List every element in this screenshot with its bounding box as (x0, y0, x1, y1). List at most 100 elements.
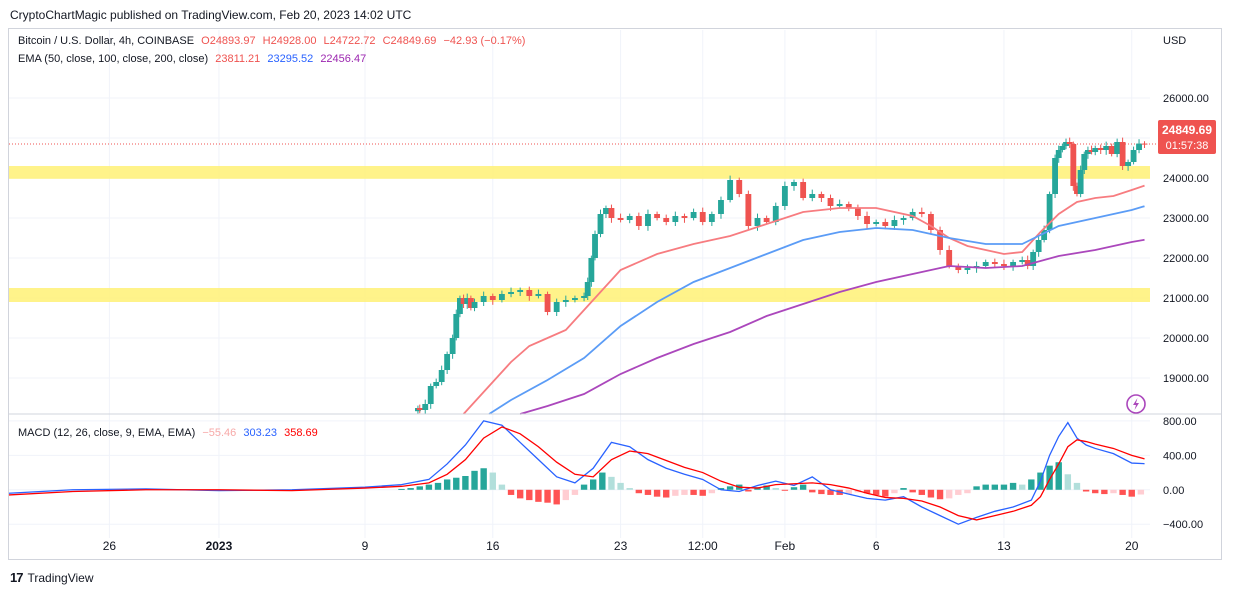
candle-body (433, 382, 440, 386)
macd-histogram-bar (644, 489, 652, 495)
candle-body (818, 194, 825, 198)
candle-body (854, 208, 861, 216)
candle-body (654, 214, 661, 218)
currency-label: USD (1163, 35, 1186, 47)
ohlc-open: O24893.97 (201, 35, 256, 47)
time-tick-label: 6 (873, 539, 880, 553)
macd-histogram-bar (1000, 484, 1008, 490)
ohlc-high: H24928.00 (262, 35, 317, 47)
footer-brand-label: TradingView (27, 570, 94, 585)
macd-hist-value: −55.46 (202, 427, 237, 439)
macd-histogram-bar (1064, 474, 1072, 490)
candle-body (572, 298, 578, 300)
candle-body (449, 338, 456, 354)
candle-body (603, 208, 609, 214)
macd-tick-label: 400.00 (1163, 450, 1197, 462)
macd-histogram-bar (480, 468, 487, 490)
time-axis: 26 2023 9 16 23 12:00 Feb 6 13 20 (103, 539, 1139, 553)
macd-histogram-bar (672, 489, 679, 496)
candle-body (517, 290, 524, 292)
candle-body (1063, 142, 1069, 146)
macd-histogram-bar (763, 485, 770, 490)
macd-histogram-bar (708, 489, 716, 494)
candle-body (900, 218, 907, 220)
candle-body (581, 296, 587, 298)
candle-body (708, 214, 715, 222)
candle-body (457, 298, 463, 314)
candle-body (480, 296, 487, 302)
candle-body (1077, 170, 1084, 194)
macd-histogram-bar (717, 488, 725, 490)
candle-body (645, 214, 651, 226)
macd-histogram-bar (1137, 489, 1145, 495)
macd-histogram-bar (900, 488, 907, 490)
time-tick-label: 13 (997, 539, 1011, 553)
chart-frame (8, 28, 1222, 560)
candle-body (873, 222, 880, 224)
candle-body (1108, 146, 1115, 154)
candle-body (508, 292, 514, 294)
footer-branding[interactable]: 17 TradingView (10, 570, 94, 585)
macd-histogram-bar (973, 486, 980, 490)
candle-body (836, 204, 843, 206)
candle-body (800, 182, 807, 198)
ema200-value: 22456.47 (320, 53, 367, 65)
price-axis: 19000.00 20000.00 21000.00 22000.00 23000.00… (1163, 93, 1209, 385)
candle-body (453, 314, 460, 338)
candle-body (827, 198, 834, 206)
candle-body (617, 218, 624, 220)
macd-histogram-bar (535, 489, 542, 502)
symbol-legend[interactable]: Bitcoin / U.S. Dollar, 4h, COINBASE O248… (18, 35, 529, 47)
candle-body (1125, 162, 1132, 166)
macd-line-value: 303.23 (243, 427, 278, 439)
publish-header: CryptoChartMagic published on TradingVie… (10, 8, 412, 22)
candle-body (444, 354, 451, 370)
macd-legend[interactable]: MACD (12, 26, close, 9, EMA, EMA) −55.46… (18, 427, 322, 439)
macd-histogram-bar (544, 489, 551, 503)
candle-body (991, 262, 998, 264)
macd-histogram-bar (818, 489, 825, 495)
candle-body (745, 194, 752, 226)
macd-histogram-bar (936, 489, 944, 500)
macd-histogram-bar (964, 489, 971, 494)
candle-body (553, 302, 560, 312)
macd-histogram-bar (1119, 489, 1126, 495)
candle-body (422, 404, 429, 410)
macd-histogram-bar (416, 486, 423, 490)
candle-body (1041, 230, 1048, 240)
candle-body (1019, 260, 1026, 262)
macd-indicator-label: MACD (12, 26, close, 9, EMA, EMA) (18, 427, 196, 439)
price-tick-label: 22000.00 (1163, 253, 1209, 265)
candle-body (918, 212, 925, 214)
candle-body (772, 206, 779, 222)
candle-body (1001, 264, 1007, 266)
macd-histogram-bar (799, 484, 807, 490)
macd-histogram-bar (599, 472, 606, 490)
time-tick-label: 23 (614, 539, 628, 553)
candle-body (1141, 143, 1148, 145)
candle-body (909, 212, 916, 218)
time-tick-label: 12:00 (688, 539, 718, 553)
macd-axis: −400.00 0.00 400.00 800.00 (1163, 416, 1203, 531)
macd-histogram-bar (982, 484, 989, 490)
macd-histogram-bar (1009, 482, 1017, 490)
price-tick-label: 24000.00 (1163, 173, 1209, 185)
time-tick-label: Feb (775, 539, 796, 553)
macd-histogram-bar (918, 489, 925, 495)
macd-histogram-bar (608, 476, 615, 490)
last-price-value: 24849.69 (1162, 123, 1212, 137)
candle-body (964, 268, 971, 270)
flash-icon[interactable] (1126, 394, 1146, 414)
macd-histogram-bar (562, 489, 570, 501)
macd-histogram-bar (927, 489, 935, 498)
ema-legend[interactable]: EMA (50, close, 100, close, 200, close) … (18, 53, 370, 65)
ohlc-change: −42.93 (−0.17%) (443, 35, 526, 47)
macd-histogram-bar (1128, 489, 1135, 497)
candle-body (891, 220, 898, 226)
candle-body (1066, 142, 1073, 144)
macd-histogram-bar (745, 489, 752, 492)
candle-body (489, 296, 496, 300)
candle-body (1070, 144, 1077, 186)
grid-layer (9, 30, 1150, 538)
macd-histogram-bar (891, 489, 898, 494)
